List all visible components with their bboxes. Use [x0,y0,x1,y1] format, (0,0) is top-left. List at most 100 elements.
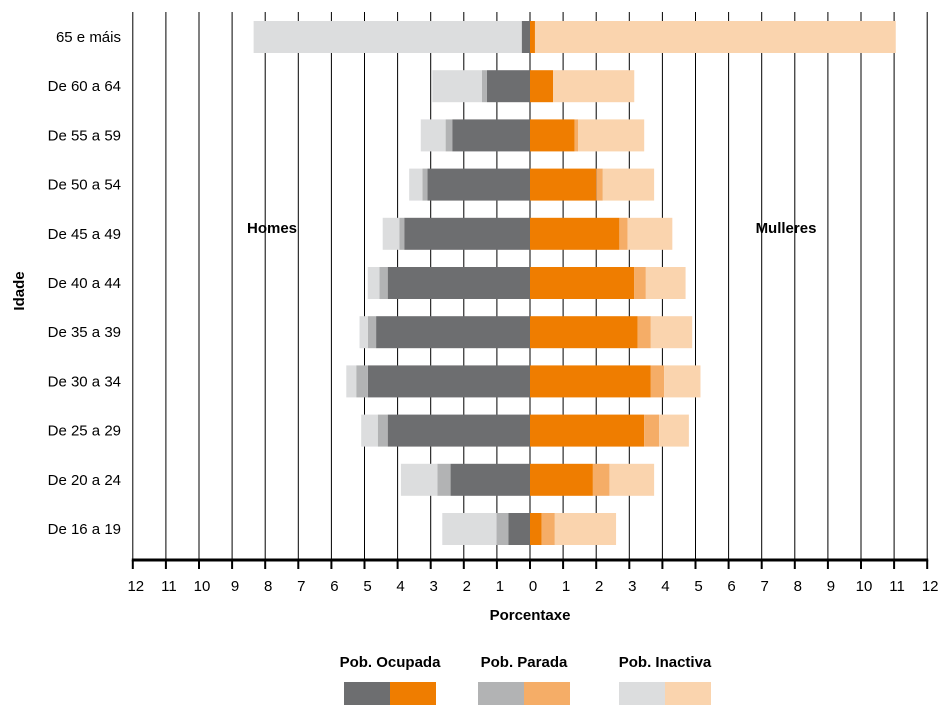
bar-mulleres-pob-parada [541,513,555,545]
bar-mulleres-pob-ocupada [530,316,638,349]
bar-mulleres-pob-ocupada [530,463,593,496]
x-tick-label: 11 [889,578,905,595]
x-tick-label: 9 [827,578,835,595]
bar-homes-pob-ocupada [427,168,530,201]
bar-mulleres-pob-parada [596,168,603,201]
x-tick-label: 12 [922,578,939,595]
bar-homes-pob-ocupada [486,70,530,103]
legend: Pob. Ocupada Pob. Parada Pob. Inactiva [340,654,712,705]
bar-homes-pob-inactiva [359,316,368,349]
x-axis: 12 11 10 9 8 7 6 5 4 3 2 1 0 1 2 3 4 5 6 7 8 9 10 11 12 [127,558,939,595]
bar-mulleres-pob-inactiva [645,267,686,299]
bar-homes-pob-parada [367,316,377,349]
bar-homes-pob-parada [356,365,368,398]
bar-mulleres-pob-inactiva [609,463,655,496]
category-label: De 30 a 34 [48,373,121,390]
bar-mulleres-pob-parada [637,316,651,349]
legend-swatch [619,682,665,705]
bar-mulleres-pob-ocupada [530,414,645,447]
bar-homes-pob-parada [445,119,453,152]
bar-homes-pob-parada [422,168,428,201]
legend-swatch [344,682,390,705]
bar-mulleres-pob-parada [592,463,610,496]
bar-mulleres-pob-inactiva [554,513,617,545]
side-label-mulleres: Mulleres [756,220,817,237]
x-tick-label: 10 [856,578,873,595]
bar-mulleres-pob-inactiva [659,414,689,447]
bar-mulleres-pob-parada [644,414,660,447]
bar-homes-pob-parada [379,267,388,299]
x-tick-label: 0 [529,578,537,595]
x-tick-label: 2 [595,578,603,595]
bar-homes-pob-inactiva [253,21,522,53]
category-label: De 35 a 39 [48,324,121,341]
bar-mulleres-pob-inactiva [664,365,701,398]
x-tick-label: 4 [396,578,404,595]
legend-swatch [524,682,570,705]
bar-homes-pob-ocupada [452,119,530,152]
bar-mulleres-pob-ocupada [530,119,575,152]
bar-homes-pob-ocupada [376,316,530,349]
category-label: De 20 a 24 [48,472,121,489]
legend-swatch [390,682,436,705]
x-tick-label: 8 [264,578,272,595]
category-label: De 45 a 49 [48,226,121,243]
x-tick-label: 4 [661,578,669,595]
x-tick-label: 8 [794,578,802,595]
bar-mulleres-pob-ocupada [530,513,542,545]
bar-mulleres-pob-inactiva [602,168,655,201]
category-label: De 16 a 19 [48,521,121,538]
bar-homes-pob-ocupada [387,267,530,299]
bar-homes-pob-ocupada [367,365,530,398]
bar-homes-pob-parada [377,414,388,447]
legend-swatch [478,682,524,705]
bar-mulleres-pob-ocupada [530,70,554,103]
x-tick-label: 5 [694,578,702,595]
bar-homes-pob-parada [482,70,487,103]
legend-label: Pob. Ocupada [340,654,442,671]
x-tick-label: 7 [761,578,769,595]
x-tick-label: 5 [363,578,371,595]
side-label-homes: Homes [247,220,297,237]
bar-mulleres-pob-parada [619,217,628,250]
bar-homes-pob-inactiva [367,267,380,299]
bar-homes-pob-inactiva [409,168,423,201]
x-tick-label: 7 [297,578,305,595]
bar-homes-pob-ocupada [450,463,530,496]
bar-homes-pob-ocupada [404,217,530,250]
bar-homes-pob-ocupada [521,21,530,53]
bar-homes-pob-inactiva [382,217,400,250]
x-tick-label: 6 [330,578,338,595]
x-tick-label: 2 [463,578,471,595]
bar-mulleres-pob-inactiva [553,70,635,103]
bar-mulleres-pob-ocupada [530,168,597,201]
bar-homes-pob-inactiva [400,463,438,496]
bar-mulleres-pob-parada [574,119,578,152]
bar-homes-pob-inactiva [432,70,483,103]
bar-homes-pob-inactiva [361,414,378,447]
bar-homes-pob-parada [399,217,405,250]
x-tick-label: 3 [430,578,438,595]
x-tick-label: 1 [496,578,504,595]
bar-mulleres-pob-inactiva [534,21,896,53]
x-tick-label: 9 [231,578,239,595]
bar-homes-pob-inactiva [442,513,497,545]
bars [253,21,896,545]
bar-mulleres-pob-ocupada [530,217,620,250]
x-tick-label: 10 [194,578,211,595]
x-tick-label: 11 [161,578,177,595]
category-label: 65 e máis [56,29,121,46]
legend-label: Pob. Inactiva [619,654,712,671]
bar-homes-pob-ocupada [508,513,530,545]
bar-homes-pob-parada [496,513,509,545]
category-label: De 55 a 59 [48,127,121,144]
x-tick-label: 1 [562,578,570,595]
x-axis-title: Porcentaxe [490,607,571,624]
category-label: De 50 a 54 [48,177,121,194]
legend-label: Pob. Parada [481,654,568,671]
legend-swatch [665,682,711,705]
y-axis-title: Idade [11,271,28,310]
x-tick-label: 3 [628,578,636,595]
bar-homes-pob-ocupada [387,414,530,447]
